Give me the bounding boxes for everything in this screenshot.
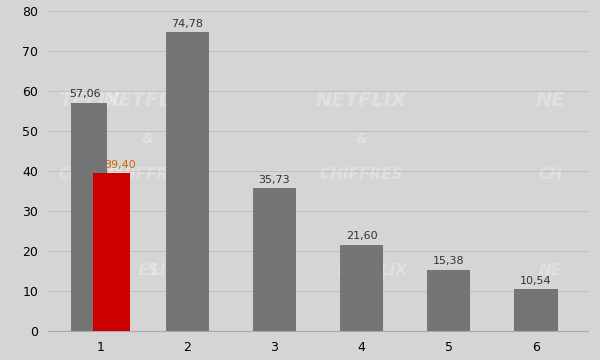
Bar xyxy=(340,245,383,331)
Text: 39,40: 39,40 xyxy=(104,160,136,170)
Text: TFLIX: TFLIX xyxy=(59,91,120,110)
Bar xyxy=(253,188,296,331)
Bar xyxy=(514,289,557,331)
Text: CH: CH xyxy=(538,167,562,182)
Text: CHIFFRES: CHIFFRES xyxy=(319,167,403,182)
Text: LIX: LIX xyxy=(151,263,178,278)
Bar xyxy=(71,103,107,331)
Text: NE: NE xyxy=(535,91,565,110)
Text: CHIFFR: CHIFFR xyxy=(59,167,121,182)
Text: &: & xyxy=(142,132,154,146)
Text: NETFLIX: NETFLIX xyxy=(337,263,407,278)
Bar xyxy=(93,174,130,331)
Text: 57,06: 57,06 xyxy=(69,90,100,99)
Text: 10,54: 10,54 xyxy=(520,276,551,286)
Text: NE: NE xyxy=(539,263,562,278)
Text: 21,60: 21,60 xyxy=(346,231,377,242)
Text: 35,73: 35,73 xyxy=(259,175,290,185)
Text: NETFLIX: NETFLIX xyxy=(316,91,407,110)
Text: 15,38: 15,38 xyxy=(433,256,464,266)
Text: 74,78: 74,78 xyxy=(172,18,203,28)
Text: ES: ES xyxy=(137,263,158,278)
Text: NETFLIX: NETFLIX xyxy=(103,91,193,110)
Text: &: & xyxy=(355,132,367,146)
Bar xyxy=(166,32,209,331)
Bar xyxy=(427,270,470,331)
Text: CHIFFRES: CHIFFRES xyxy=(106,167,190,182)
